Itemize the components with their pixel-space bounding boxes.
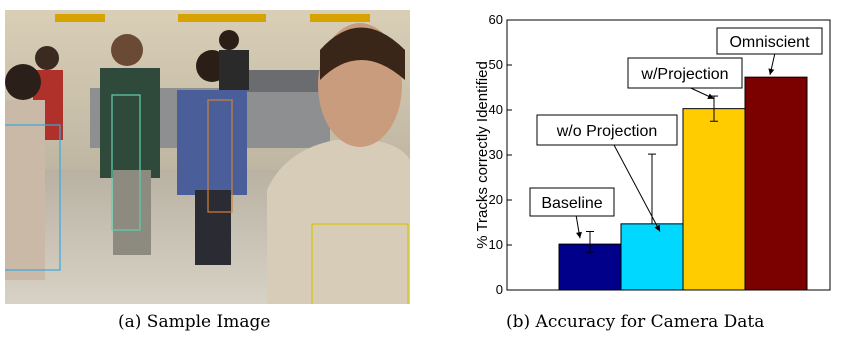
callout-box-w-projection [627, 57, 743, 89]
track-box-orange [207, 99, 233, 213]
y-tick-label: 50 [489, 57, 503, 72]
bar-w-o-projection [620, 223, 684, 291]
bar-baseline [558, 243, 622, 291]
y-tick-label: 10 [489, 237, 503, 252]
lab-shelf [230, 70, 340, 92]
caption-accuracy-chart: (b) Accuracy for Camera Data [506, 312, 765, 332]
chart-callouts: Baseline w/o Projection w/ProjectionOmnisc… [529, 27, 823, 239]
sample-photo [5, 10, 410, 304]
bar-w-projection [682, 108, 746, 291]
chart-error-bars [586, 95, 718, 253]
sample-image [5, 10, 410, 304]
ceiling-sign-left [55, 14, 105, 22]
category-label-omniscient: Omniscient [729, 34, 810, 51]
callout-leader-w-o-projection [613, 144, 661, 232]
callout-box-w-o-projection [536, 114, 678, 146]
caption-sample-image: (a) Sample Image [118, 312, 271, 332]
callout-arrowhead-baseline [576, 231, 582, 239]
y-tick-label: 20 [489, 192, 503, 207]
y-axis-label: % Tracks correctly Identified [474, 61, 491, 249]
y-tick-label: 0 [496, 282, 503, 297]
callout-box-omniscient [716, 27, 823, 55]
person-foreground-right [267, 139, 410, 304]
category-label-w-projection: w/Projection [640, 66, 728, 83]
person-left-edge [5, 100, 45, 280]
bar-omniscient [744, 76, 808, 291]
track-box-green [111, 94, 141, 231]
track-box-yellow [311, 223, 409, 304]
person-blue-shirt [177, 90, 247, 195]
category-label-w-o-projection: w/o Projection [556, 123, 658, 140]
y-tick-label: 30 [489, 147, 503, 162]
chart-bars [558, 76, 808, 291]
ceiling-sign-right [310, 14, 370, 22]
category-label-baseline: Baseline [541, 195, 602, 212]
y-tick-label: 40 [489, 102, 503, 117]
accuracy-bar-chart: 0 10 20 30 40 50 60 Baseline w/o Projection w/Pr… [474, 12, 831, 297]
track-box-blue [5, 124, 61, 271]
callout-box-baseline [529, 187, 615, 217]
y-tick-label: 60 [489, 12, 503, 27]
person-green-shirt [100, 68, 160, 178]
callout-arrowhead-w-o-projection [654, 224, 660, 232]
ceiling-sign-middle [178, 14, 266, 22]
callout-arrowhead-w-projection [707, 93, 714, 99]
callout-arrowhead-omniscient [768, 68, 775, 75]
